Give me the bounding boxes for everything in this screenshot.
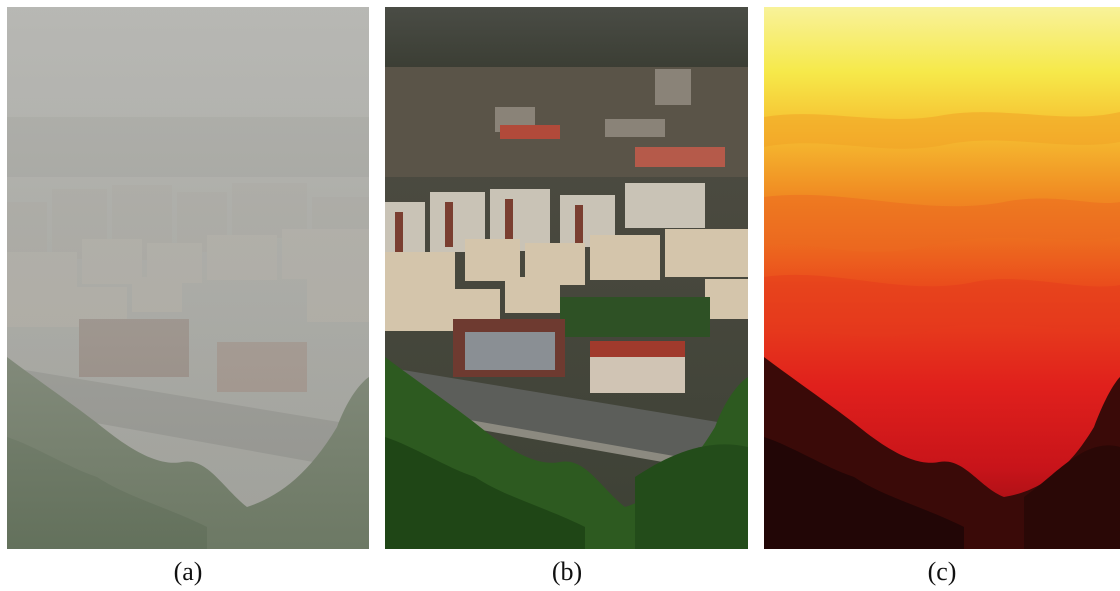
dehazed-image-panel	[385, 7, 748, 549]
panel-a-caption: (a)	[173, 557, 203, 586]
panel-b-caption: (b)	[551, 557, 583, 586]
hazy-city-image	[7, 7, 369, 549]
dehazed-city-image	[385, 7, 748, 549]
hazy-image-panel	[7, 7, 369, 549]
transmission-heatmap-panel	[764, 7, 1120, 549]
transmission-heatmap	[764, 7, 1120, 549]
panel-c-caption: (c)	[927, 557, 957, 586]
